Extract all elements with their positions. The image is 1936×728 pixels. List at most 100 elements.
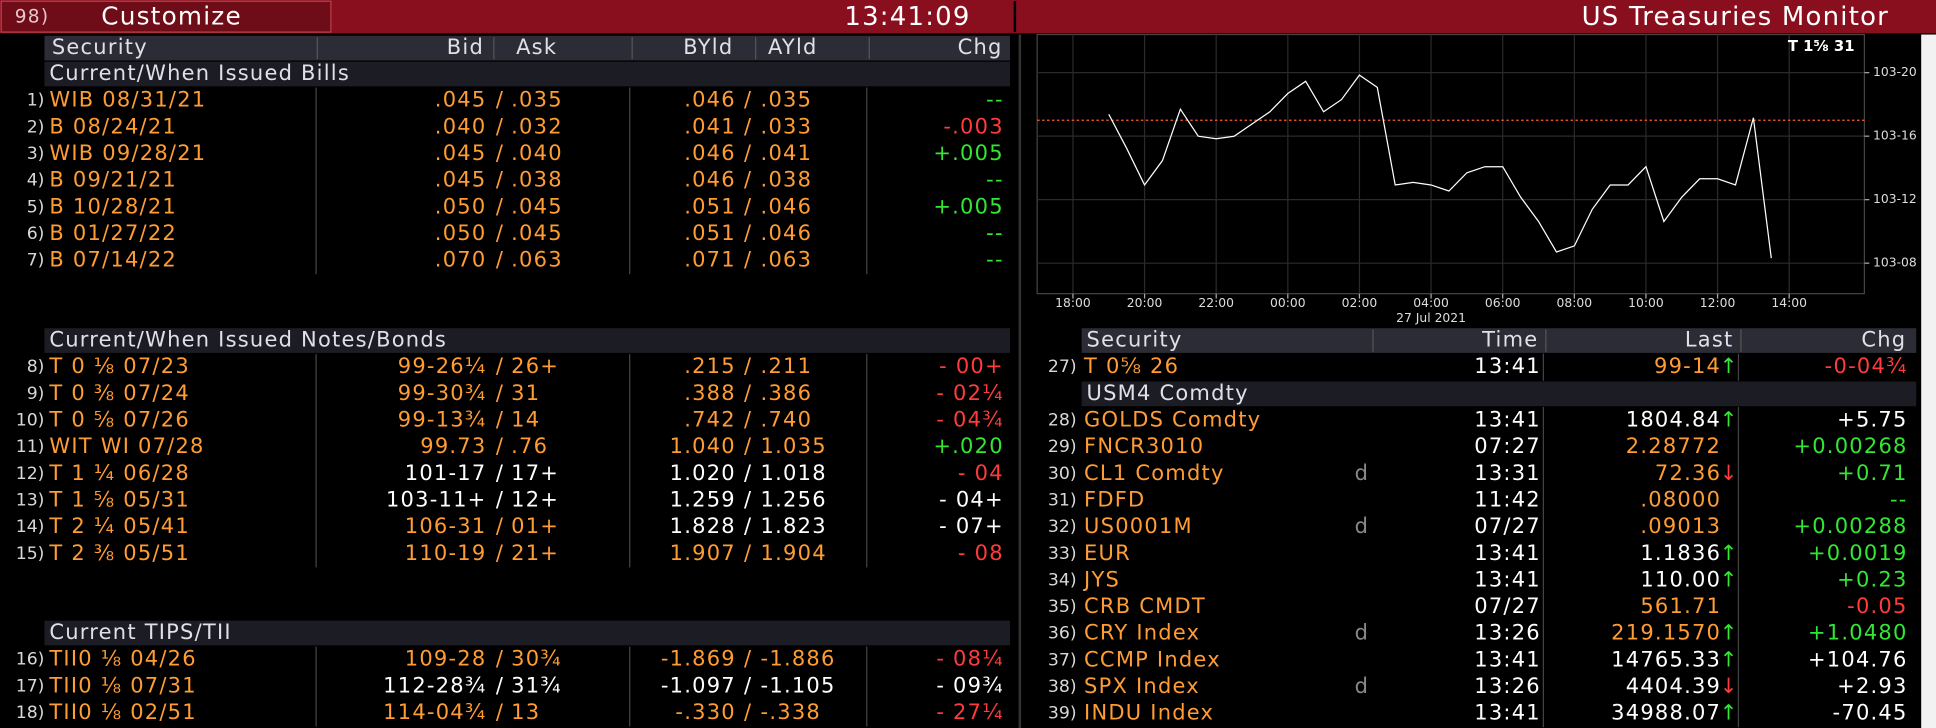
separator: / [744,168,752,192]
clock: 13:41:09 [844,2,970,32]
security[interactable]: CRY Index [1084,621,1200,645]
row-number: 36) [1048,624,1077,644]
security[interactable]: B 01/27/22 [49,221,177,245]
security[interactable]: T 0 ⅜ 07/24 [48,381,190,405]
security[interactable]: GOLDS Comdty [1084,408,1261,432]
x-tick-label: 04:00 [1413,296,1449,310]
x-tick-label: 14:00 [1771,296,1807,310]
change: -.003 [943,114,1003,138]
last-price: 99-14 [1654,354,1721,378]
column-header: Security [52,35,148,59]
bid: 114-04¾ [383,700,486,724]
section-band [44,328,1010,353]
security[interactable]: US0001M [1084,514,1193,538]
security[interactable]: B 07/14/22 [49,248,177,272]
ask-yield: .046 [761,194,813,218]
change: -0-04¾ [1825,354,1908,378]
security[interactable]: WIB 08/31/21 [49,88,206,112]
x-tick-label: 10:00 [1628,296,1664,310]
separator: / [744,354,752,378]
ask-yield: .041 [761,141,813,165]
ask-yield: .035 [761,88,813,112]
security[interactable]: T 0⅝ 26 [1083,354,1179,378]
delay-flag: d [1355,621,1370,645]
bid-yield: .215 [684,354,736,378]
row-number: 6) [27,224,45,244]
section-band [1081,381,1917,407]
security[interactable]: T 0 ⅛ 07/23 [48,354,190,378]
row-number: 11) [16,437,45,457]
security[interactable]: CL1 Comdty [1084,461,1225,485]
security[interactable]: TII0 ⅛ 04/26 [48,647,196,671]
change: - 27¼ [936,700,1003,724]
last-price: 561.71 [1640,594,1721,618]
bid-yield: -.330 [675,700,735,724]
last-price: 110.00 [1640,567,1721,591]
separator: / [744,221,752,245]
row-number: 27) [1048,357,1077,377]
menu-number[interactable]: 98) [15,6,49,27]
y-tick-label: 103-16 [1873,129,1917,143]
bid: .040 [435,114,487,138]
security[interactable]: FNCR3010 [1084,434,1204,458]
time: 11:42 [1474,487,1541,511]
row-number: 30) [1048,464,1077,484]
ask: .063 [511,248,563,272]
separator: / [744,673,752,697]
security[interactable]: B 10/28/21 [49,194,177,218]
security[interactable]: T 2 ¼ 05/41 [48,514,190,538]
bid-yield: 1.907 [670,541,736,565]
security[interactable]: T 2 ⅜ 05/51 [48,541,190,565]
security[interactable]: TII0 ⅛ 02/51 [48,700,196,724]
security[interactable]: FDFD [1084,487,1145,511]
row-number: 37) [1048,650,1077,670]
x-tick-label: 18:00 [1055,296,1091,310]
column-header: Ask [516,35,557,59]
security[interactable]: INDU Index [1084,701,1214,725]
separator: / [496,248,504,272]
ask: 21+ [511,541,559,565]
separator: / [744,541,752,565]
security[interactable]: B 08/24/21 [49,114,177,138]
separator: / [744,248,752,272]
security[interactable]: CCMP Index [1084,647,1221,671]
security[interactable]: WIB 09/28/21 [49,141,206,165]
last-price: 34988.07 [1611,701,1721,725]
menu-box[interactable] [0,0,332,33]
security[interactable]: T 1 ¼ 06/28 [48,461,190,485]
row-number: 4) [27,171,45,191]
row-number: 15) [16,544,45,564]
security[interactable]: CRB CMDT [1084,594,1206,618]
security[interactable]: T 0 ⅝ 07/26 [48,408,190,432]
section-title: Current/When Issued Notes/Bonds [49,328,447,352]
section-band [44,61,1010,87]
bid: 99-26¼ [398,354,487,378]
menu-title[interactable]: Customize [101,1,242,30]
security[interactable]: WIT WI 07/28 [49,434,204,458]
security[interactable]: EUR [1084,541,1131,565]
security[interactable]: SPX Index [1084,674,1200,698]
security[interactable]: B 09/21/21 [49,168,177,192]
bid: .045 [435,88,487,112]
column-header: Last [1685,328,1734,352]
last-price: 2.28772 [1626,434,1721,458]
separator: / [496,88,504,112]
security[interactable]: TII0 ⅛ 07/31 [48,673,196,697]
change: +0.71 [1837,461,1907,485]
security[interactable]: T 1 ⅝ 05/31 [48,487,190,511]
column-header: Security [1087,328,1183,352]
time: 13:26 [1474,674,1541,698]
separator: / [744,194,752,218]
row-number: 12) [16,464,45,484]
bid-yield: -1.097 [661,673,736,697]
tick-arrow: ↓ [1720,461,1738,485]
column-header-bar [1081,328,1917,353]
separator: / [744,647,752,671]
x-tick-label: 08:00 [1557,296,1593,310]
time: 13:26 [1474,621,1541,645]
security[interactable]: JYS [1082,567,1120,591]
date-label: 27 Jul 2021 [1396,311,1466,325]
change: - 08¼ [936,647,1003,671]
